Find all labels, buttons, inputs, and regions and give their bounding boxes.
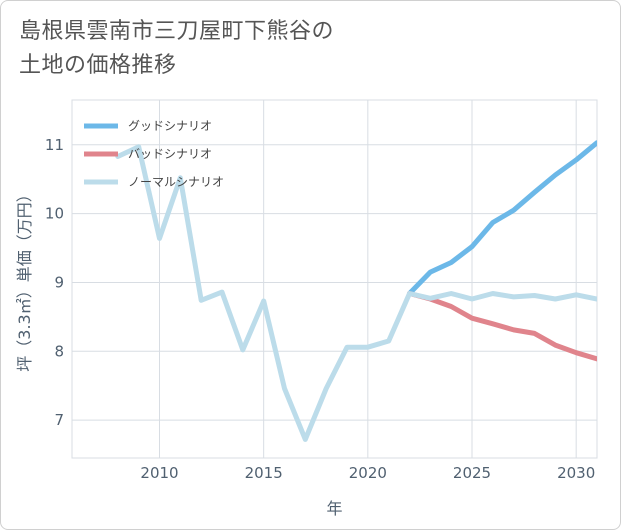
legend-good-scenario-label: グッドシナリオ <box>128 119 212 133</box>
series-lines <box>115 140 597 442</box>
y-tick-label: 8 <box>54 342 64 360</box>
x-axis-title: 年 <box>326 499 342 518</box>
x-tick-label: 2030 <box>557 464 595 482</box>
normal-scenario-line <box>115 144 597 442</box>
y-tick-label: 10 <box>45 205 64 223</box>
chart-title-line1: 島根県雲南市三刀屋町下熊谷の <box>19 19 335 44</box>
x-tick-label: 2010 <box>140 464 178 482</box>
x-tick-label: 2025 <box>453 464 491 482</box>
legend-normal-scenario-label: ノーマルシナリオ <box>128 175 224 189</box>
x-tick-label: 2015 <box>245 464 283 482</box>
plot-frame <box>71 99 598 459</box>
bad-scenario-line <box>407 291 597 362</box>
y-tick-label: 9 <box>54 273 64 291</box>
y-tick-label: 7 <box>54 411 64 429</box>
y-axis-title: 坪（3.3㎡）単価（万円） <box>15 186 34 371</box>
good-scenario-line <box>407 140 597 296</box>
legend-bad-scenario-label: バッドシナリオ <box>128 147 212 161</box>
chart-title: 島根県雲南市三刀屋町下熊谷の 土地の価格推移 <box>19 15 334 83</box>
y-tick-label: 11 <box>45 136 64 154</box>
chart-title-line2: 土地の価格推移 <box>19 53 177 78</box>
axes: 2010 2015 2020 2025 2030 7 8 9 10 11 年 坪（3.3㎡）単価（万円… <box>15 136 595 518</box>
x-tick-label: 2020 <box>349 464 387 482</box>
grid <box>71 99 598 459</box>
